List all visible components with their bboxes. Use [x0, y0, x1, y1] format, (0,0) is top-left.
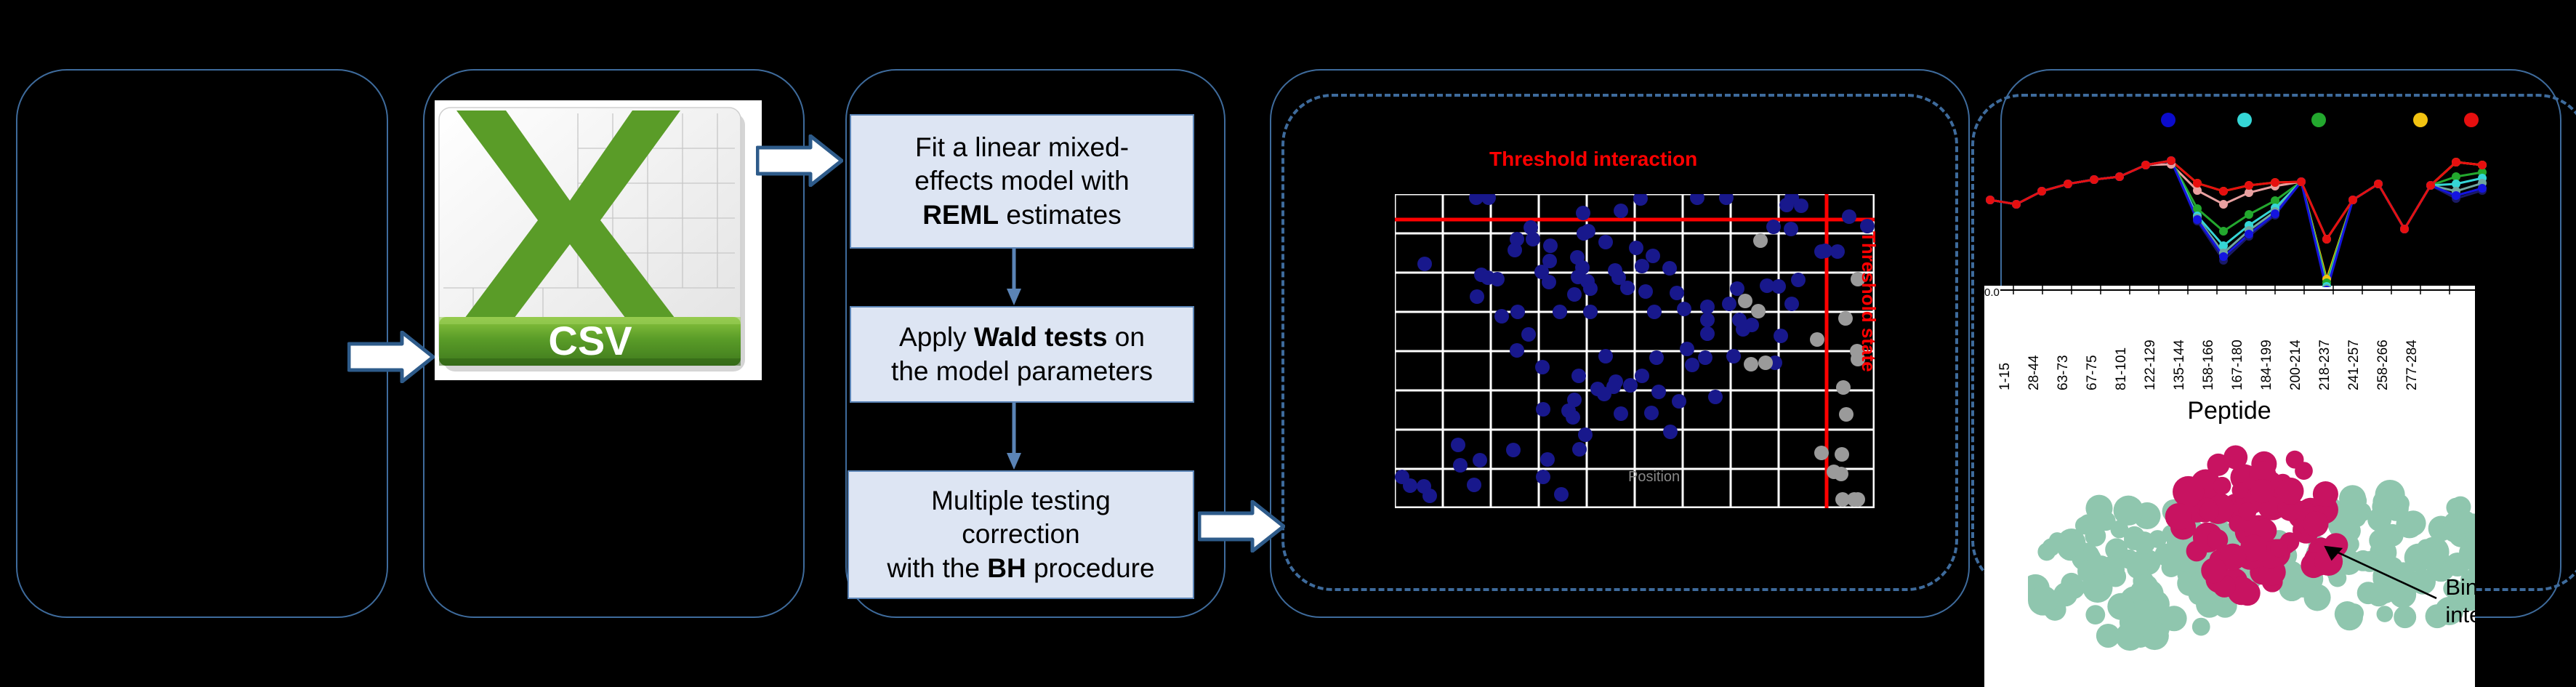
svg-text:CSV: CSV [548, 318, 632, 363]
svg-text:interface: interface [2445, 602, 2475, 627]
svg-text:Binding: Binding [2445, 574, 2475, 600]
svg-text:/: / [1424, 196, 1431, 212]
